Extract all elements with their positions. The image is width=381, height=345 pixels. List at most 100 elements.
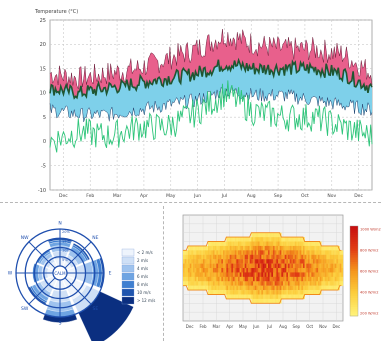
heatmap-cell xyxy=(296,294,299,300)
panel-divider xyxy=(163,206,164,341)
heatmap-cell xyxy=(326,254,329,260)
heatmap-cell xyxy=(229,268,232,273)
heatmap-cell xyxy=(229,276,232,282)
heatmap-cell xyxy=(229,241,232,247)
colorbar-segment xyxy=(350,253,358,256)
heatmap-cell xyxy=(248,250,250,255)
heatmap-cell xyxy=(339,276,342,282)
heatmap-cell xyxy=(273,263,275,269)
heatmap-cell xyxy=(211,245,214,251)
heatmap-cell xyxy=(319,276,322,282)
heatmap-cell xyxy=(268,298,270,304)
heatmap-cell xyxy=(283,263,285,269)
heatmap-cell xyxy=(274,245,277,251)
heatmap-cell xyxy=(263,254,265,260)
heatmap-cell xyxy=(288,254,290,260)
heatmap-cell xyxy=(329,285,332,291)
heatmap-cell xyxy=(218,290,220,295)
heatmap-cell xyxy=(279,285,282,291)
heatmap-cell xyxy=(231,263,234,269)
heatmap-cell xyxy=(219,259,222,264)
heatmap-cell xyxy=(221,285,224,291)
heatmap-cell xyxy=(258,259,260,264)
heatmap-cell xyxy=(268,241,270,247)
heatmap-cell xyxy=(273,276,275,282)
heatmap-cell xyxy=(233,290,235,295)
colorbar-segment xyxy=(350,302,358,306)
heatmap-cell xyxy=(304,272,307,278)
heatmap-cell xyxy=(238,263,240,269)
heatmap-cell xyxy=(266,241,269,247)
heatmap-cell xyxy=(251,254,254,260)
heatmap-cell xyxy=(288,241,290,247)
heatmap-cell xyxy=(249,241,252,247)
heatmap-cell xyxy=(211,241,214,247)
heatmap-cell xyxy=(283,241,285,247)
heatmap-cell xyxy=(261,241,264,247)
heatmap-cell xyxy=(279,268,282,273)
heatmap-cell xyxy=(306,285,309,291)
heatmap-cell xyxy=(263,232,265,238)
heatmap-cell xyxy=(303,276,305,282)
panel-divider xyxy=(0,202,381,203)
heatmap-cell xyxy=(204,272,207,278)
heatmap-cell xyxy=(291,259,294,264)
heatmap-cell xyxy=(276,241,279,247)
heatmap-cell xyxy=(219,241,222,247)
heatmap-cell xyxy=(218,281,220,286)
heatmap-cell xyxy=(319,281,322,286)
heatmap-cell xyxy=(291,250,294,255)
heatmap-cell xyxy=(234,254,237,260)
colorbar-segment xyxy=(350,257,358,261)
heatmap-cell xyxy=(273,237,275,242)
heatmap-cell xyxy=(223,272,225,278)
heatmap-cell xyxy=(263,285,265,291)
heatmap-cell xyxy=(208,281,210,286)
wind-rose-chart: N NE E SE S SW W NW 5% 10% 15% 20% CALM < 2 m/s 2 m/… xyxy=(8,221,155,345)
heatmap-cell xyxy=(258,281,260,286)
heatmap-cell xyxy=(214,259,217,264)
heatmap-cell xyxy=(279,281,282,286)
heatmap-cell xyxy=(339,254,342,260)
heatmap-cell xyxy=(189,254,192,260)
heatmap-cell xyxy=(211,254,214,260)
heatmap-cell xyxy=(193,259,195,264)
heatmap-cell xyxy=(233,241,235,247)
heatmap-cell xyxy=(323,254,325,260)
heatmap-cell xyxy=(251,285,254,291)
heatmap-cell xyxy=(274,232,277,238)
heatmap-cell xyxy=(194,250,197,255)
heatmap-cell xyxy=(254,237,257,242)
heatmap-cell xyxy=(271,245,274,251)
heatmap-cell xyxy=(318,285,320,291)
heatmap-cell xyxy=(278,281,280,286)
min-temperature-line xyxy=(49,85,373,123)
heatmap-cell xyxy=(223,281,225,286)
heatmap-cell xyxy=(246,290,249,295)
heatmap-cell xyxy=(286,250,289,255)
heatmap-cell xyxy=(304,259,307,264)
heatmap-cell xyxy=(199,250,202,255)
heatmap-cell xyxy=(258,263,260,269)
heatmap-cell xyxy=(241,254,244,260)
heatmap-cell xyxy=(244,276,247,282)
heatmap-cell xyxy=(329,281,332,286)
heatmap-cell xyxy=(309,245,312,251)
heatmap-cell xyxy=(221,241,224,247)
heatmap-cell xyxy=(238,250,240,255)
heatmap-cell xyxy=(338,281,340,286)
heatmap-cell xyxy=(276,298,279,304)
wind-ring-label: 20% xyxy=(62,230,70,234)
heatmap-cell xyxy=(253,250,255,255)
heatmap-cell xyxy=(246,263,249,269)
heatmap-cell xyxy=(323,281,325,286)
heatmap-cell xyxy=(306,245,309,251)
heatmap-cell xyxy=(274,276,277,282)
heatmap-cell xyxy=(321,285,324,291)
heatmap-cell xyxy=(274,290,277,295)
colorbar-segment xyxy=(350,275,358,279)
colorbar-label: 200 W/m2 xyxy=(360,312,379,316)
heatmap-cell xyxy=(341,259,344,264)
heatmap-cell xyxy=(323,259,325,264)
heatmap-cell xyxy=(261,272,264,278)
